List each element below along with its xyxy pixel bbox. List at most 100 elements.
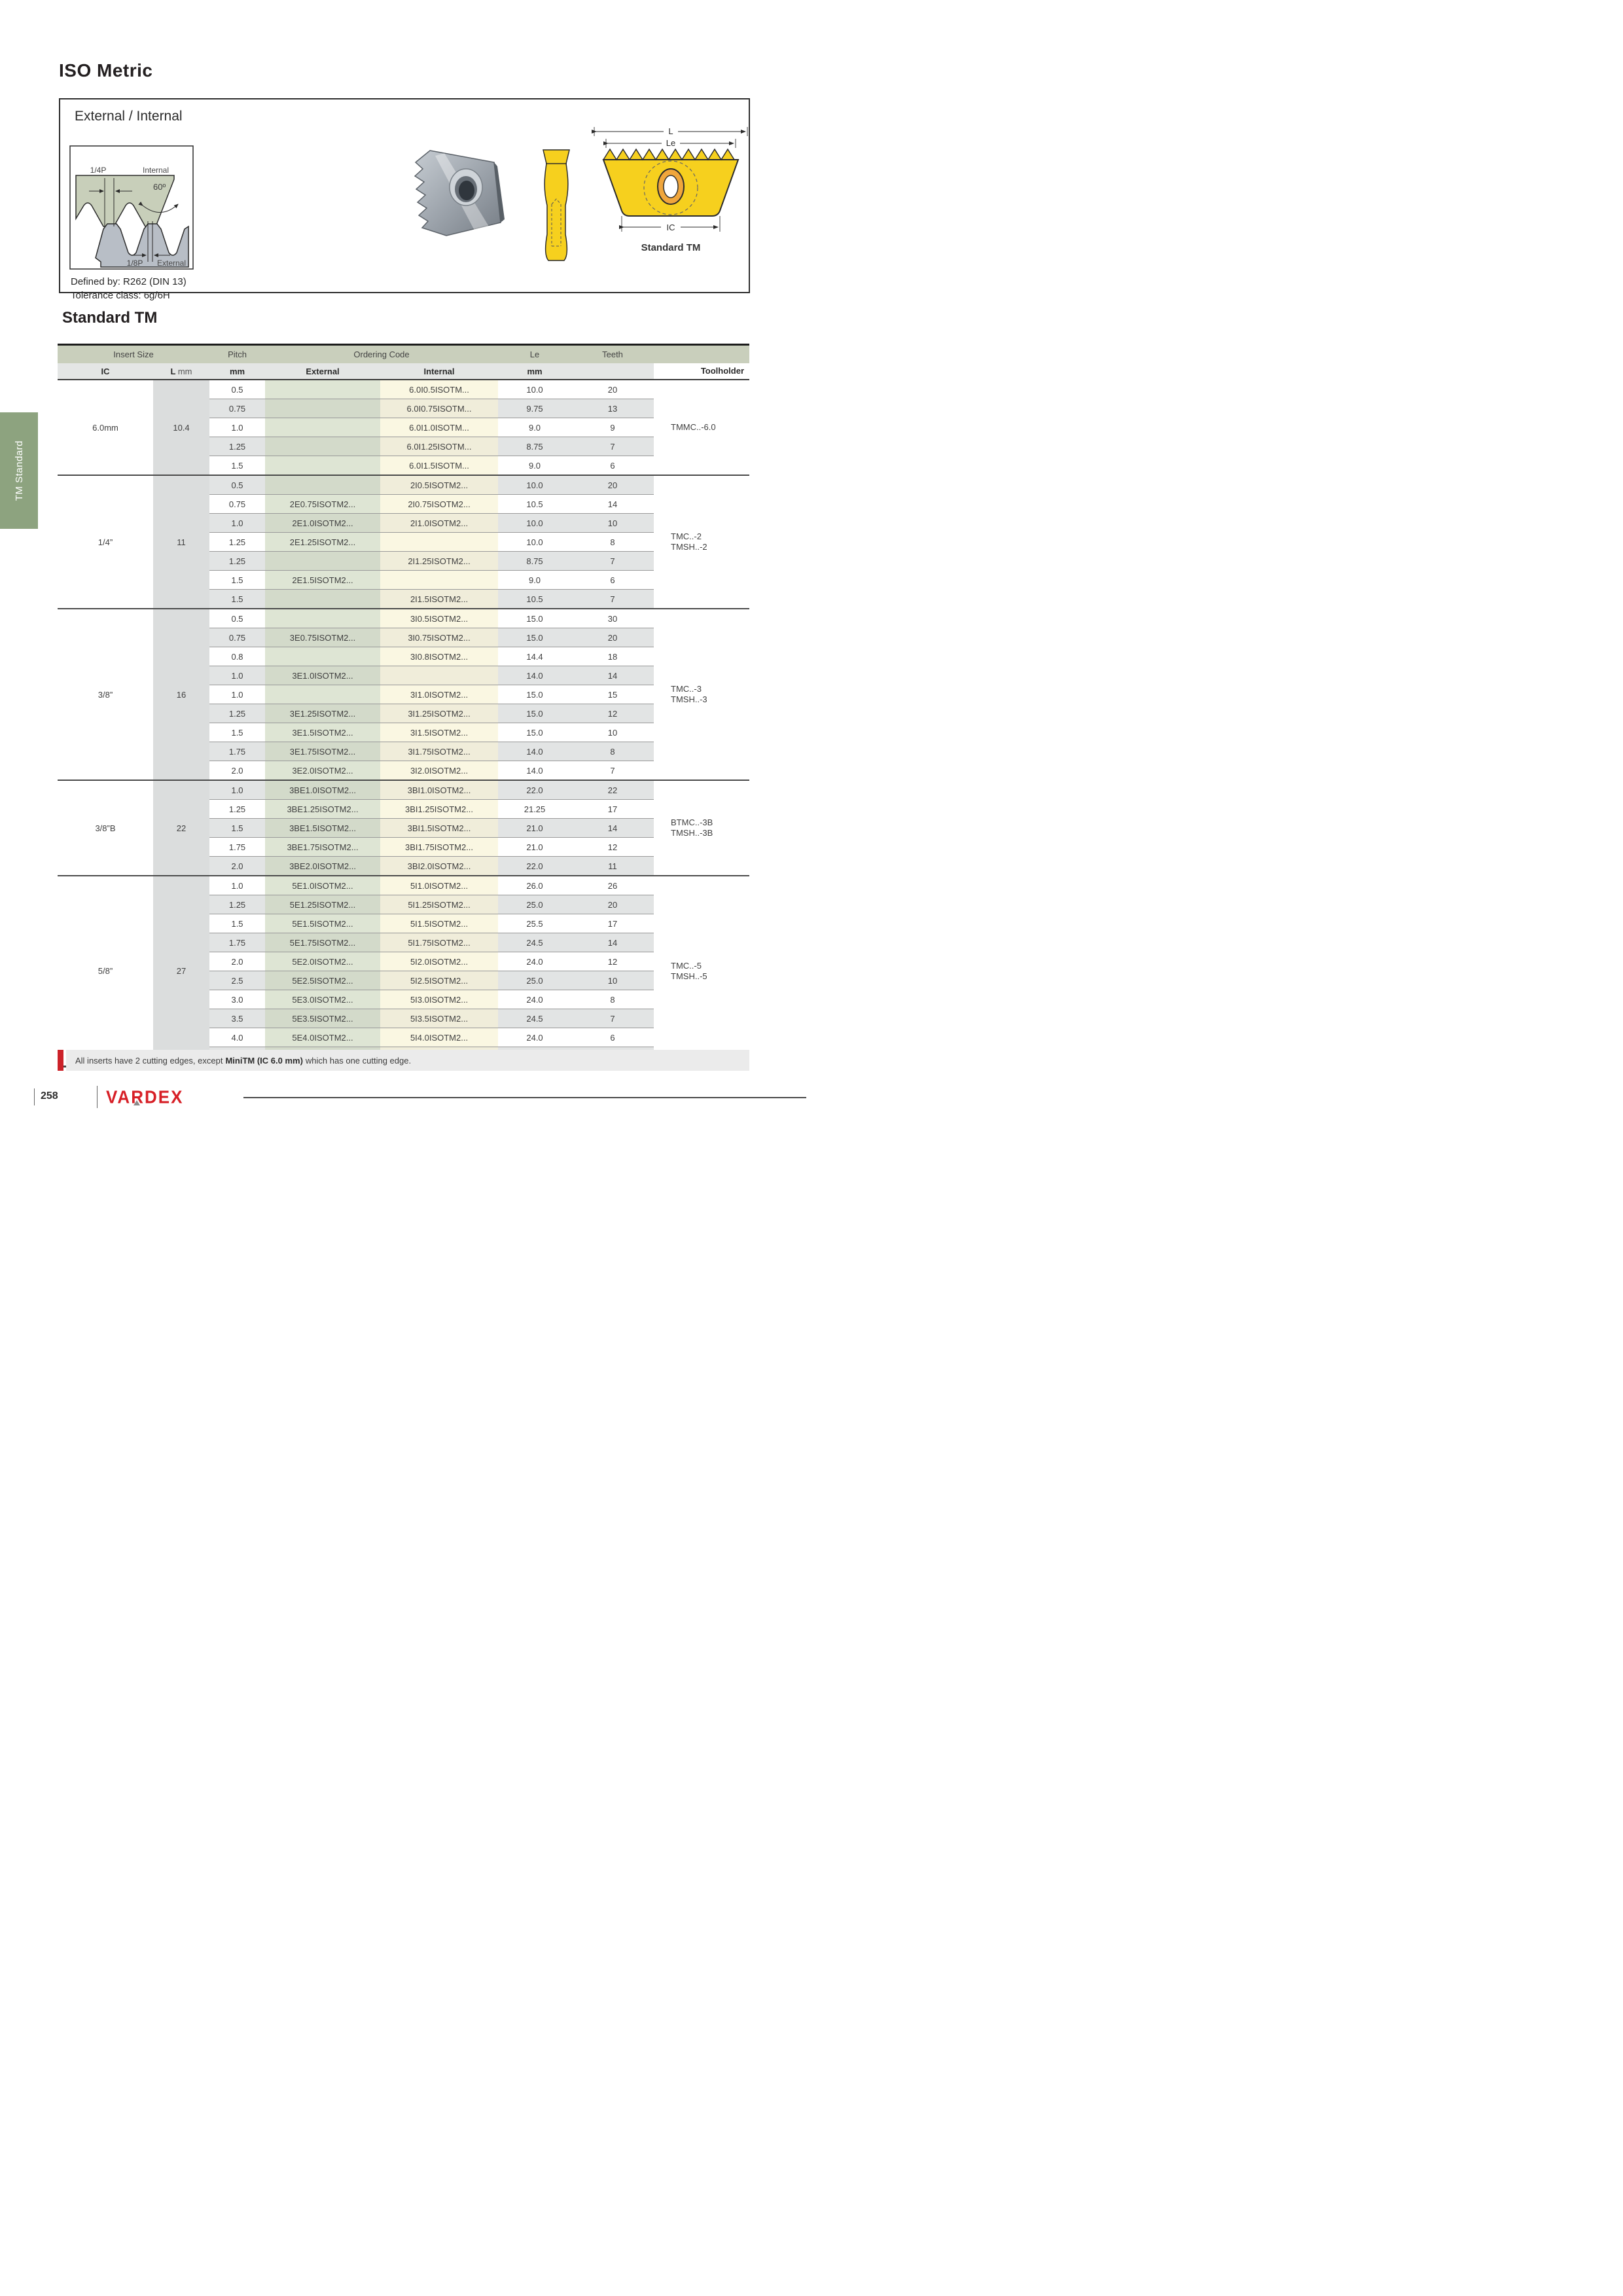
standard-tm-caption: Standard TM bbox=[641, 242, 701, 253]
header-l-mm: L mm bbox=[153, 363, 210, 380]
table-row: 1.5 3E1.5ISOTM2... 3I1.5ISOTM2... 15.0 10 bbox=[58, 723, 749, 742]
teeth-cell: 14 bbox=[571, 933, 654, 952]
table-row: 1.25 6.0I1.25ISOTM... 8.75 7 bbox=[58, 437, 749, 456]
external-code-cell: 5E3.0ISOTM2... bbox=[265, 990, 381, 1009]
label-eighth-p: 1/8P bbox=[127, 259, 143, 268]
header-insert-size: Insert Size bbox=[58, 344, 210, 363]
table-row: 5/8” 27 1.0 5E1.0ISOTM2... 5I1.0ISOTM2... 26.… bbox=[58, 875, 750, 1067]
teeth-cell: 20 bbox=[571, 380, 654, 399]
table-row: 2.0 3E2.0ISOTM2... 3I2.0ISOTM2... 14.0 7 bbox=[58, 761, 749, 780]
le-cell: 14.0 bbox=[498, 761, 572, 780]
toolholder-cell: TMC..-2 TMSH..-2 bbox=[654, 475, 750, 609]
external-code-cell: 3BE1.0ISOTM2... bbox=[265, 780, 381, 800]
table-row: 4.0 5E4.0ISOTM2... 5I4.0ISOTM2... 24.0 6 bbox=[58, 1028, 749, 1047]
toolholder-label: TMC..-2 bbox=[671, 531, 702, 541]
table-row: 1.5 2I1.5ISOTM2... 10.5 7 bbox=[58, 589, 749, 609]
insert-side-view bbox=[543, 149, 570, 261]
footnote-accent-bar bbox=[58, 1050, 63, 1071]
pitch-cell: 0.75 bbox=[209, 399, 266, 418]
external-code-cell: 5E1.25ISOTM2... bbox=[265, 895, 381, 914]
external-code-cell: 2E1.25ISOTM2... bbox=[265, 532, 381, 552]
external-code-cell: 3E1.0ISOTM2... bbox=[265, 666, 381, 685]
le-cell: 9.0 bbox=[498, 456, 572, 475]
external-code-cell: 2E1.5ISOTM2... bbox=[265, 570, 381, 590]
l-cell: 10.4 bbox=[153, 380, 210, 475]
teeth-cell: 20 bbox=[571, 475, 654, 495]
external-code-cell: 5E4.0ISOTM2... bbox=[265, 1028, 381, 1047]
header-ordering-code: Ordering Code bbox=[265, 344, 499, 363]
internal-code-cell: 6.0I1.5ISOTM... bbox=[380, 456, 499, 475]
pitch-cell: 1.5 bbox=[209, 589, 266, 609]
tm-teeth bbox=[602, 148, 736, 161]
external-code-cell: 5E2.0ISOTM2... bbox=[265, 952, 381, 971]
label-external: External bbox=[157, 259, 186, 268]
external-code-cell bbox=[265, 647, 381, 666]
table-row: 3.5 5E3.5ISOTM2... 5I3.5ISOTM2... 24.5 7 bbox=[58, 1009, 749, 1028]
external-code-cell: 5E3.5ISOTM2... bbox=[265, 1009, 381, 1028]
pitch-cell: 1.25 bbox=[209, 551, 266, 571]
external-code-cell: 3BE1.25ISOTM2... bbox=[265, 799, 381, 819]
table-row: 1.75 3BE1.75ISOTM2... 3BI1.75ISOTM2... 21.0… bbox=[58, 837, 749, 857]
le-cell: 10.5 bbox=[498, 494, 572, 514]
le-cell: 21.25 bbox=[498, 799, 572, 819]
external-code-cell bbox=[265, 418, 381, 437]
external-code-cell bbox=[265, 589, 381, 609]
toolholder-label: TMC..-3 bbox=[671, 684, 702, 694]
teeth-cell: 12 bbox=[571, 952, 654, 971]
footnote-prefix: All inserts have 2 cutting edges, except bbox=[75, 1055, 223, 1066]
ic-cell: 3/8”B bbox=[58, 780, 153, 876]
pitch-cell: 1.25 bbox=[209, 799, 266, 819]
external-code-cell: 5E2.5ISOTM2... bbox=[265, 971, 381, 990]
side-tab-tm-standard: TM Standard bbox=[0, 412, 38, 529]
table-row: 1/4” 11 0.5 2I0.5ISOTM2... 10.0 20 TMC..-2 TMSH… bbox=[58, 475, 750, 609]
teeth-cell: 8 bbox=[571, 990, 654, 1009]
pitch-cell: 1.0 bbox=[209, 666, 266, 685]
teeth-cell: 11 bbox=[571, 856, 654, 876]
vardex-logo-triangle bbox=[134, 1100, 140, 1105]
internal-code-cell: 3I1.0ISOTM2... bbox=[380, 685, 499, 704]
internal-code-cell bbox=[380, 570, 499, 590]
page-number: 258 bbox=[41, 1090, 58, 1102]
teeth-cell: 20 bbox=[571, 628, 654, 647]
label-internal: Internal bbox=[143, 166, 169, 175]
external-code-cell bbox=[265, 551, 381, 571]
le-cell: 24.5 bbox=[498, 1009, 572, 1028]
internal-code-cell bbox=[380, 532, 499, 552]
pitch-cell: 0.8 bbox=[209, 647, 266, 666]
external-code-cell bbox=[265, 437, 381, 456]
table-row: 3.0 5E3.0ISOTM2... 5I3.0ISOTM2... 24.0 8 bbox=[58, 990, 749, 1009]
le-cell: 26.0 bbox=[498, 875, 572, 895]
le-cell: 10.0 bbox=[498, 380, 572, 399]
ic-cell: 5/8” bbox=[58, 875, 153, 1067]
internal-code-cell: 2I1.5ISOTM2... bbox=[380, 589, 499, 609]
external-code-cell: 2E1.0ISOTM2... bbox=[265, 513, 381, 533]
table-row: 1.0 3I1.0ISOTM2... 15.0 15 bbox=[58, 685, 749, 704]
pitch-cell: 3.0 bbox=[209, 990, 266, 1009]
table-row: 1.0 3E1.0ISOTM2... 14.0 14 bbox=[58, 666, 749, 685]
table-header-groups: Insert Size Pitch Ordering Code Le Teeth bbox=[58, 344, 750, 363]
pitch-cell: 4.0 bbox=[209, 1028, 266, 1047]
external-code-cell bbox=[265, 399, 381, 418]
internal-code-cell: 3BI1.75ISOTM2... bbox=[380, 837, 499, 857]
pitch-cell: 2.0 bbox=[209, 856, 266, 876]
table-row: 2.5 5E2.5ISOTM2... 5I2.5ISOTM2... 25.0 10 bbox=[58, 971, 749, 990]
page-footer: 258 VARDEX bbox=[0, 1083, 812, 1116]
le-cell: 21.0 bbox=[498, 837, 572, 857]
external-code-cell: 3E1.25ISOTM2... bbox=[265, 704, 381, 723]
insert-hole bbox=[459, 181, 474, 200]
toolholder-cell: BTMC..-3B TMSH..-3B bbox=[654, 780, 750, 876]
teeth-cell: 6 bbox=[571, 1028, 654, 1047]
le-cell: 25.0 bbox=[498, 895, 572, 914]
internal-code-cell: 3I1.5ISOTM2... bbox=[380, 723, 499, 742]
teeth-cell: 8 bbox=[571, 532, 654, 552]
overview-heading: External / Internal bbox=[75, 109, 183, 124]
le-cell: 10.5 bbox=[498, 589, 572, 609]
internal-code-cell: 5I1.0ISOTM2... bbox=[380, 875, 499, 895]
header-external: External bbox=[265, 363, 381, 380]
header-teeth-blank bbox=[571, 363, 654, 380]
pitch-cell: 0.5 bbox=[209, 608, 266, 628]
l-cell: 16 bbox=[153, 608, 210, 780]
pitch-cell: 1.25 bbox=[209, 437, 266, 456]
le-cell: 24.0 bbox=[498, 990, 572, 1009]
toolholder-cell: TMC..-5 TMSH..-5 bbox=[654, 875, 750, 1067]
